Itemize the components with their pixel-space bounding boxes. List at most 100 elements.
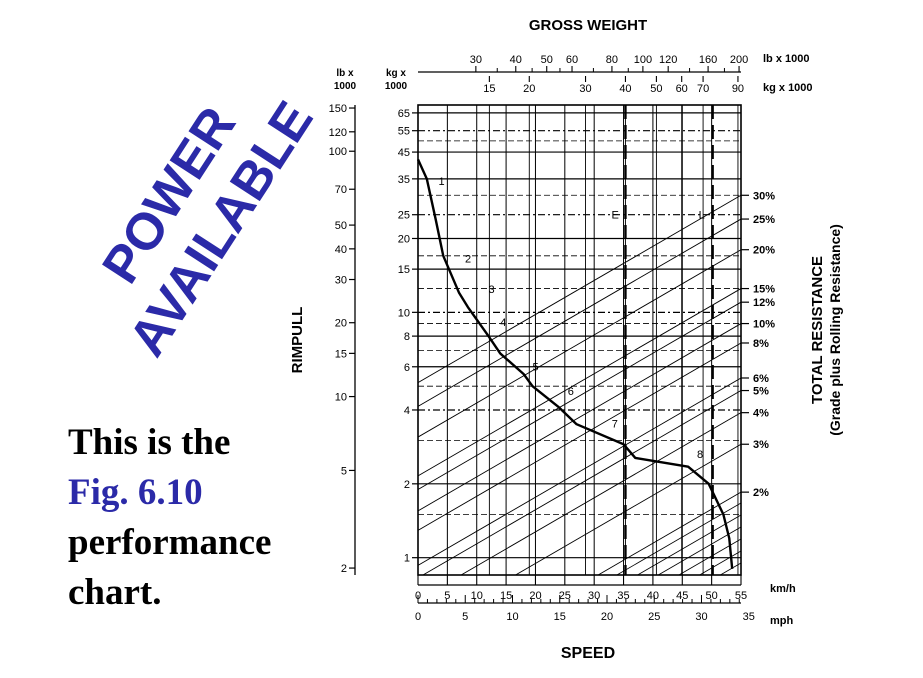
total-resistance-label: 5%	[753, 386, 769, 398]
rimpull-lb-tick-label: 40	[335, 244, 347, 256]
rimpull-lb-tick-label: 5	[341, 465, 347, 477]
total-resistance-line	[417, 288, 742, 477]
rimpull-lb-tick-label: 120	[329, 127, 347, 139]
caption: This is the Fig. 6.10 performance chart.	[68, 418, 328, 618]
rimpull-kg-tick-label: 2	[404, 479, 410, 491]
total-resistance-line	[616, 502, 742, 576]
rimpull-lb-unit-line-1: lb x	[336, 68, 354, 79]
rimpull-curve-layer	[416, 105, 734, 575]
caption-line-3: performance	[68, 522, 272, 563]
rimpull-kg-tick-label: 6	[404, 362, 410, 374]
gross-weight-lb-tick-label: 40	[510, 54, 522, 66]
speed-kmh-tick-label: 0	[415, 590, 421, 602]
total-resistance-label: 25%	[753, 214, 775, 226]
gear-label: 4	[500, 317, 506, 329]
y-axis-title: RIMPULL	[289, 307, 306, 374]
total-resistance-line	[417, 323, 742, 512]
speed-mph-tick-label: 0	[415, 611, 421, 623]
weight-marker-label: L	[699, 210, 705, 222]
speed-kmh-tick-label: 30	[588, 590, 600, 602]
speed-mph-tick-label: 25	[648, 611, 660, 623]
speed-mph-unit: mph	[770, 615, 794, 627]
rimpull-kg-tick-label: 45	[398, 147, 410, 159]
rimpull-lb-tick-label: 100	[329, 146, 347, 158]
rimpull-kg-tick-label: 35	[398, 174, 410, 186]
gross-weight-kg-tick-label: 70	[697, 83, 709, 95]
speed-kmh-unit: km/h	[770, 583, 796, 595]
rimpull-kg-tick-label: 10	[398, 307, 410, 319]
gross-weight-lb-tick-label: 200	[730, 54, 748, 66]
rimpull-lb-tick-label: 30	[335, 275, 347, 287]
total-resistance-line	[422, 390, 742, 576]
rimpull-lb-tick-label: 150	[329, 103, 347, 115]
rimpull-kg-tick-label: 15	[398, 264, 410, 276]
chart-labels: 30%25%20%15%12%10%8%6%5%4%3%2%1501201007…	[329, 54, 776, 623]
speed-kmh-tick-label: 25	[559, 590, 571, 602]
rimpull-lb-tick-label: 10	[335, 392, 347, 404]
rimpull-kg-tick-label: 25	[398, 210, 410, 222]
total-resistance-line	[460, 412, 742, 576]
resistance-lines	[417, 194, 749, 576]
total-resistance-line	[417, 377, 742, 566]
total-resistance-line	[417, 194, 742, 384]
power-available-watermark: POWER AVAILABLE	[92, 92, 325, 367]
gross-weight-lb-unit: lb x 1000	[763, 53, 809, 65]
speed-mph-tick-label: 10	[506, 611, 518, 623]
rimpull-lb-tick-label: 20	[335, 318, 347, 330]
total-resistance-line	[720, 562, 742, 576]
total-resistance-label: 6%	[753, 373, 769, 385]
total-resistance-line	[417, 218, 742, 407]
rimpull-kg-tick-label: 1	[404, 553, 410, 565]
right-axis-title: TOTAL RESISTANCE	[809, 256, 826, 404]
rimpull-kg-tick-label: 65	[398, 108, 410, 120]
gear-label: 2	[465, 253, 471, 265]
speed-kmh-tick-label: 5	[444, 590, 450, 602]
speed-mph-tick-label: 20	[601, 611, 613, 623]
gear-label: 1	[439, 176, 445, 188]
gross-weight-kg-tick-label: 40	[619, 83, 631, 95]
gross-weight-kg-tick-label: 20	[523, 83, 535, 95]
gross-weight-kg-tick-label: 15	[483, 83, 495, 95]
chart-axes	[349, 66, 742, 604]
total-resistance-line	[637, 514, 742, 576]
chart-frame	[417, 104, 742, 576]
gear-label: 3	[488, 284, 494, 296]
speed-kmh-tick-label: 20	[529, 590, 541, 602]
x-axis-title: SPEED	[561, 645, 615, 662]
gross-weight-lb-tick-label: 30	[470, 54, 482, 66]
speed-kmh-tick-label: 45	[676, 590, 688, 602]
total-resistance-label: 30%	[753, 190, 775, 202]
total-resistance-label: 15%	[753, 284, 775, 296]
total-resistance-label: 8%	[753, 338, 769, 350]
rimpull-kg-tick-label: 8	[404, 331, 410, 343]
rimpull-lb-tick-label: 50	[335, 220, 347, 232]
rimpull-kg-unit-line-2: 1000	[385, 81, 408, 92]
total-resistance-line	[699, 550, 742, 576]
rimpull-kg-unit-line-1: kg x	[386, 68, 406, 79]
chart-title: GROSS WEIGHT	[529, 17, 647, 34]
total-resistance-label: 2%	[753, 487, 769, 499]
total-resistance-label: 12%	[753, 297, 775, 309]
speed-mph-tick-label: 30	[695, 611, 707, 623]
speed-mph-tick-label: 15	[554, 611, 566, 623]
right-axis-subtitle: (Grade plus Rolling Resistance)	[827, 224, 843, 436]
rimpull-lb-tick-label: 15	[335, 348, 347, 360]
gross-weight-lb-tick-label: 100	[634, 54, 652, 66]
total-resistance-line	[515, 443, 742, 576]
weight-marker-label: E	[611, 210, 618, 222]
speed-kmh-tick-label: 55	[735, 590, 747, 602]
gross-weight-kg-tick-label: 60	[676, 83, 688, 95]
gross-weight-kg-tick-label: 50	[650, 83, 662, 95]
gross-weight-lb-tick-label: 60	[566, 54, 578, 66]
speed-kmh-tick-label: 35	[617, 590, 629, 602]
speed-kmh-tick-label: 50	[706, 590, 718, 602]
gross-weight-lb-tick-label: 80	[606, 54, 618, 66]
gross-weight-kg-unit: kg x 1000	[763, 82, 813, 94]
gross-weight-kg-tick-label: 90	[732, 83, 744, 95]
speed-kmh-tick-label: 15	[500, 590, 512, 602]
speed-mph-tick-label: 5	[462, 611, 468, 623]
speed-kmh-tick-label: 40	[647, 590, 659, 602]
caption-figure-ref: Fig. 6.10	[68, 472, 203, 513]
gross-weight-lb-tick-label: 50	[541, 54, 553, 66]
